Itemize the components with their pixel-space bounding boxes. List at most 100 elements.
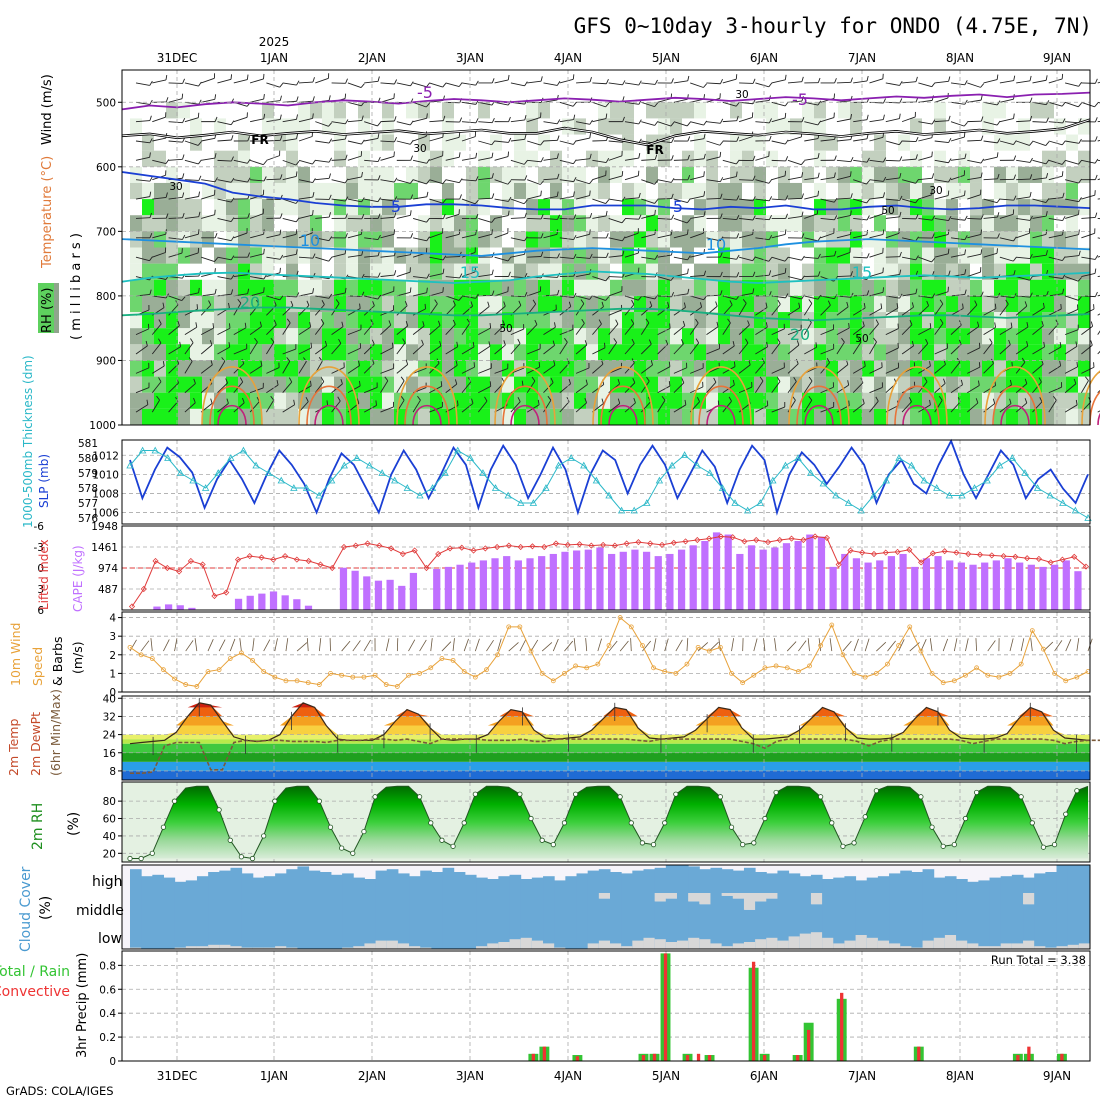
wind-barb [184, 179, 199, 181]
precip-ylabel: 3hr Precip (mm) [75, 953, 90, 1058]
lifted-point [1035, 555, 1042, 562]
rh-cell [238, 150, 250, 167]
rh-cell [682, 166, 694, 183]
cloud-bar [1078, 865, 1091, 893]
rh-cell [778, 263, 790, 280]
rh-cell [370, 295, 382, 313]
surface-wind-barb [207, 639, 214, 652]
wind-barb [396, 121, 411, 126]
wind-barb-flag [557, 253, 560, 259]
wind-barb-flag [409, 210, 412, 216]
rh-cell [850, 247, 862, 264]
wind-barb [624, 218, 640, 220]
wind-tick-label: 4 [109, 613, 116, 625]
wind-barb [640, 380, 650, 393]
rh-cell [682, 360, 694, 377]
rh-cell [862, 312, 874, 329]
wind-speed-point [684, 661, 690, 667]
rh-cell [430, 199, 442, 216]
wind-barb-flag [668, 381, 671, 387]
cloud-bar [364, 879, 377, 893]
rh-cell [574, 392, 586, 409]
thickness-point [844, 499, 853, 506]
rh-cell [514, 182, 526, 200]
wind-barb [429, 232, 443, 239]
wind-barb-flag [1094, 268, 1097, 274]
surface-wind-barb [274, 638, 278, 652]
rh-cell [574, 231, 586, 248]
rh-cell [358, 215, 370, 232]
cloud-low-bar [822, 937, 834, 949]
cloud-bar [208, 893, 220, 921]
cloud-low-bar [654, 939, 667, 949]
wind-barb [983, 308, 997, 316]
rh-cell [490, 215, 502, 232]
wind-barb-flag [931, 173, 935, 179]
rh-cell [454, 199, 466, 216]
wind-barb [266, 399, 275, 413]
wind-barb-flag [850, 193, 853, 199]
wind-barb [657, 198, 672, 200]
wind-barb [249, 304, 260, 316]
wind-barb-flag [703, 120, 708, 126]
rh-cell [1042, 102, 1054, 119]
rh-cell [226, 312, 238, 329]
lifted-point [1012, 553, 1019, 560]
wind-barb [853, 119, 868, 123]
wind-barb-flag [882, 192, 886, 198]
wind-barb-flag [768, 196, 773, 201]
cloud-bar [520, 893, 533, 921]
cloud-low-bar [185, 946, 198, 949]
bottom-date-label: 31DEC [157, 1069, 197, 1083]
wind-barb [1016, 159, 1031, 163]
wind-barb [950, 195, 965, 200]
rh-cell [1054, 376, 1066, 393]
thickness-point [933, 484, 941, 491]
wind-barb-flag [768, 270, 772, 276]
wind-barb-flag [703, 83, 708, 88]
precip-tick-label: 0.2 [99, 1032, 116, 1044]
rh-cell [622, 328, 634, 345]
lifted-point [270, 556, 277, 563]
wind-barb [787, 381, 797, 393]
wind-barb [249, 233, 264, 239]
wind-barb-flag [801, 233, 805, 239]
wind-barb-flag [377, 121, 382, 127]
wind-barb-flag [426, 273, 430, 279]
wind-barb [266, 139, 281, 142]
wind-barb-flag [214, 177, 218, 183]
rh-cell [238, 279, 250, 296]
wind-barb [999, 237, 1014, 242]
cape-bar [281, 595, 289, 610]
rh-cell [946, 279, 958, 296]
wind-barb-flag [230, 74, 233, 80]
rh-cell [154, 150, 166, 167]
low-level-contour [788, 366, 850, 426]
rh-cell [574, 215, 586, 232]
wind-barb-flag [524, 81, 528, 87]
wind-barb-flag [524, 212, 527, 218]
wind-barb [543, 399, 552, 413]
cape-bar [922, 558, 931, 610]
wind-barb-flag [156, 395, 160, 401]
wind-barb [1065, 140, 1079, 144]
rh-cell [346, 247, 358, 264]
wind-barb-flag [703, 133, 706, 139]
wind-barb [1048, 400, 1057, 413]
rh-cell [1006, 134, 1018, 151]
lifted-point [482, 545, 489, 552]
wind-barb [852, 342, 862, 355]
wind-barb-flag [293, 399, 296, 405]
wind-barb-flag [508, 116, 511, 122]
wind-barb-flag [649, 301, 653, 307]
rh-cell [910, 182, 922, 200]
top-date-label: 2JAN [358, 51, 386, 65]
cape-bar [829, 566, 837, 610]
rh-cell [610, 247, 622, 264]
rh-cell [490, 328, 502, 345]
rh-cell [862, 279, 874, 296]
wind-barb-flag [247, 288, 250, 294]
wind-barb [902, 158, 917, 161]
rh-cell [478, 408, 490, 425]
